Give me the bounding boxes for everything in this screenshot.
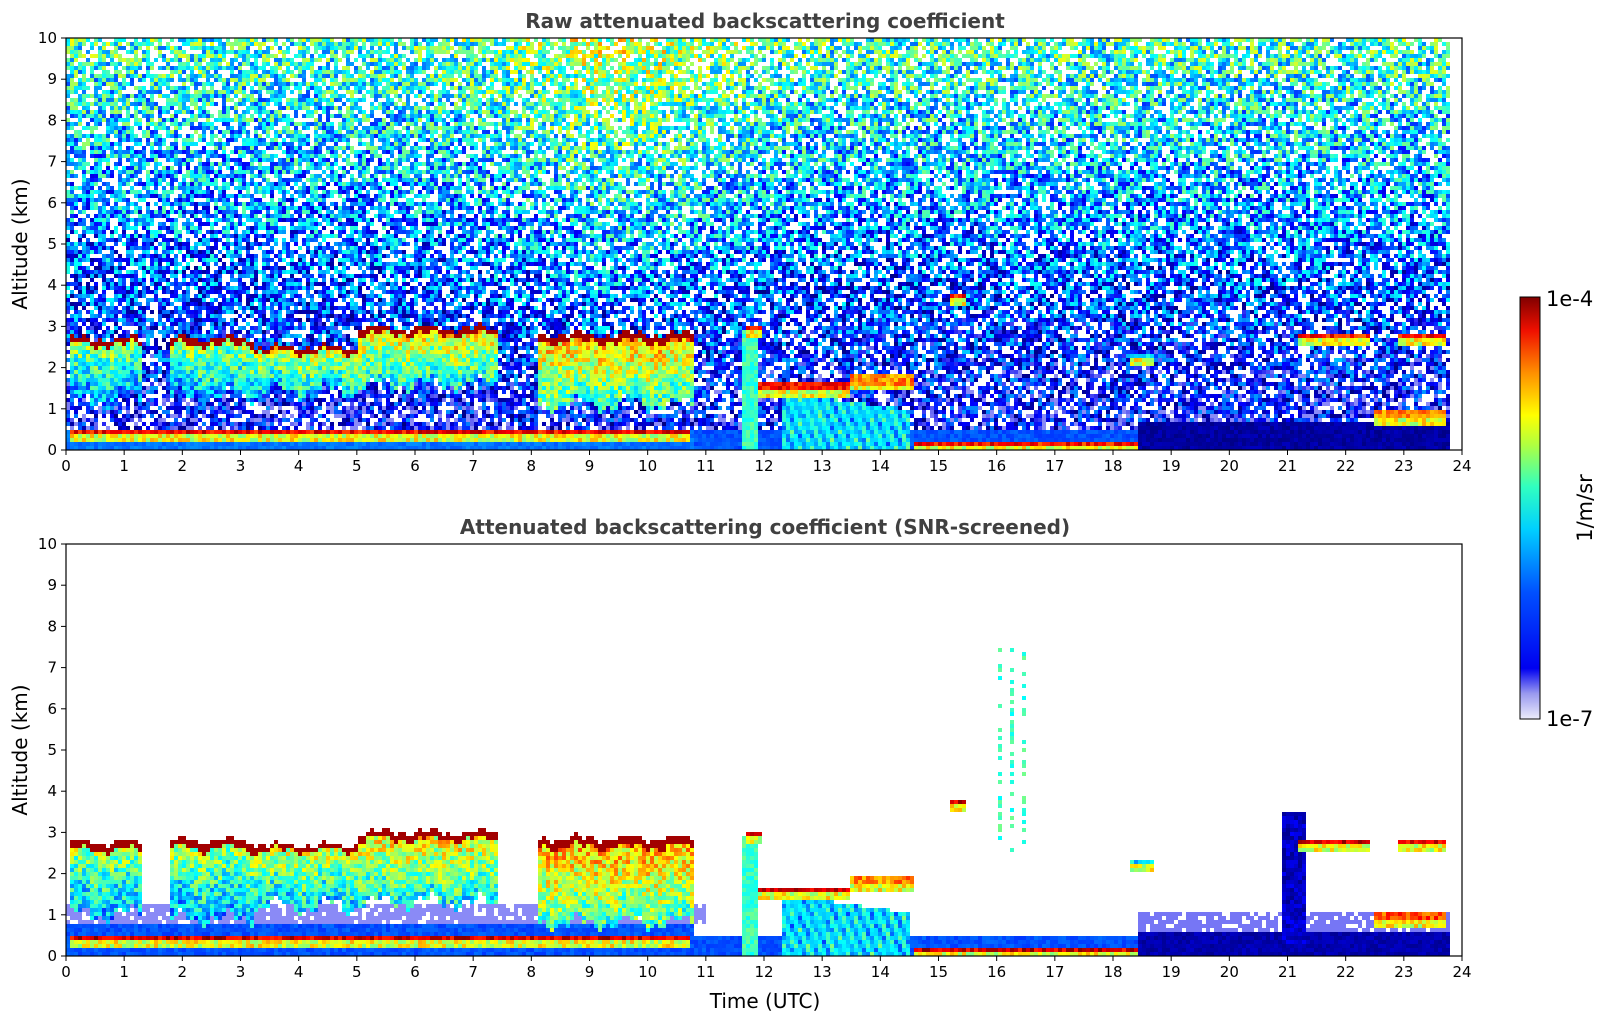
x-tick-label: 3 (236, 457, 246, 475)
x-tick-label: 18 (1103, 963, 1122, 981)
colorbar-max-label: 1e-4 (1546, 287, 1593, 311)
x-tick-label: 11 (696, 963, 715, 981)
x-tick-label: 13 (813, 963, 832, 981)
x-tick-label: 2 (178, 963, 188, 981)
x-tick-label: 2 (178, 457, 188, 475)
x-tick-label: 5 (352, 457, 362, 475)
x-tick-label: 8 (527, 963, 537, 981)
x-tick-label: 16 (987, 457, 1006, 475)
y-tick-label: 5 (47, 741, 57, 759)
y-tick-label: 4 (47, 782, 57, 800)
x-tick-label: 15 (929, 457, 948, 475)
panel-raw-heatmap (66, 38, 1462, 450)
x-tick-label: 14 (871, 963, 890, 981)
x-tick-label: 9 (585, 457, 595, 475)
x-tick-label: 0 (61, 963, 71, 981)
y-tick-label: 6 (47, 194, 57, 212)
y-tick-label: 10 (38, 29, 57, 47)
x-tick-label: 10 (638, 963, 657, 981)
x-tick-label: 21 (1278, 457, 1297, 475)
y-tick-label: 4 (47, 276, 57, 294)
x-tick-label: 11 (696, 457, 715, 475)
panel-screened-xlabel: Time (UTC) (709, 989, 821, 1013)
colorbar-unit-label: 1/m/sr (1573, 474, 1597, 542)
x-tick-label: 24 (1452, 963, 1471, 981)
colorbar-gradient (1519, 296, 1541, 720)
x-tick-label: 16 (987, 963, 1006, 981)
y-tick-label: 8 (47, 111, 57, 129)
y-tick-label: 0 (47, 441, 57, 459)
panel-raw-title: Raw attenuated backscattering coefficien… (525, 9, 1005, 33)
x-tick-label: 4 (294, 963, 304, 981)
y-tick-label: 9 (47, 70, 57, 88)
x-tick-label: 7 (468, 963, 478, 981)
y-tick-label: 7 (47, 153, 57, 171)
panel-screened-heatmap (66, 544, 1462, 956)
x-tick-label: 5 (352, 963, 362, 981)
x-tick-label: 1 (119, 457, 129, 475)
y-tick-label: 0 (47, 947, 57, 965)
x-tick-label: 24 (1452, 457, 1471, 475)
x-tick-label: 10 (638, 457, 657, 475)
x-tick-label: 19 (1162, 457, 1181, 475)
panel-screened: Attenuated backscattering coefficient (S… (8, 515, 1472, 1013)
y-tick-label: 2 (47, 359, 57, 377)
y-tick-label: 1 (47, 400, 57, 418)
y-tick-label: 9 (47, 576, 57, 594)
y-tick-label: 1 (47, 906, 57, 924)
panel-screened-ticks: 0 1 2 3 4 5 6 7 8 9 10 11 12 13 14 15 16 17 18 19 20 21 22 23 24… (38, 535, 1472, 981)
x-tick-label: 15 (929, 963, 948, 981)
y-tick-label: 6 (47, 700, 57, 718)
panel-screened-ylabel: Altitude (km) (8, 684, 32, 815)
x-tick-label: 22 (1336, 963, 1355, 981)
y-tick-label: 3 (47, 317, 57, 335)
x-tick-label: 17 (1045, 457, 1064, 475)
panel-raw-ticks: 0 1 2 3 4 5 6 7 8 9 10 11 12 13 14 15 16 17 18 19 20 21 22 23 24… (38, 29, 1472, 475)
y-tick-label: 2 (47, 865, 57, 883)
x-tick-label: 3 (236, 963, 246, 981)
x-tick-label: 18 (1103, 457, 1122, 475)
y-tick-label: 8 (47, 617, 57, 635)
y-tick-label: 10 (38, 535, 57, 553)
x-tick-label: 0 (61, 457, 71, 475)
colorbar-min-label: 1e-7 (1546, 707, 1593, 731)
x-tick-label: 23 (1394, 963, 1413, 981)
y-tick-label: 7 (47, 659, 57, 677)
colorbar: 1e-4 1e-7 1/m/sr (1519, 287, 1597, 731)
x-tick-label: 23 (1394, 457, 1413, 475)
x-tick-label: 12 (754, 963, 773, 981)
x-tick-label: 9 (585, 963, 595, 981)
y-tick-label: 3 (47, 823, 57, 841)
panel-raw: Raw attenuated backscattering coefficien… (8, 9, 1472, 475)
x-tick-label: 20 (1220, 457, 1239, 475)
x-tick-label: 7 (468, 457, 478, 475)
x-tick-label: 6 (410, 963, 420, 981)
x-tick-label: 19 (1162, 963, 1181, 981)
x-tick-label: 20 (1220, 963, 1239, 981)
y-tick-label: 5 (47, 235, 57, 253)
x-tick-label: 8 (527, 457, 537, 475)
x-tick-label: 4 (294, 457, 304, 475)
x-tick-label: 13 (813, 457, 832, 475)
x-tick-label: 6 (410, 457, 420, 475)
x-tick-label: 12 (754, 457, 773, 475)
x-tick-label: 21 (1278, 963, 1297, 981)
panel-raw-ylabel: Altitude (km) (8, 178, 32, 309)
x-tick-label: 1 (119, 963, 129, 981)
x-tick-label: 14 (871, 457, 890, 475)
x-tick-label: 22 (1336, 457, 1355, 475)
x-tick-label: 17 (1045, 963, 1064, 981)
panel-screened-title: Attenuated backscattering coefficient (S… (460, 515, 1070, 539)
